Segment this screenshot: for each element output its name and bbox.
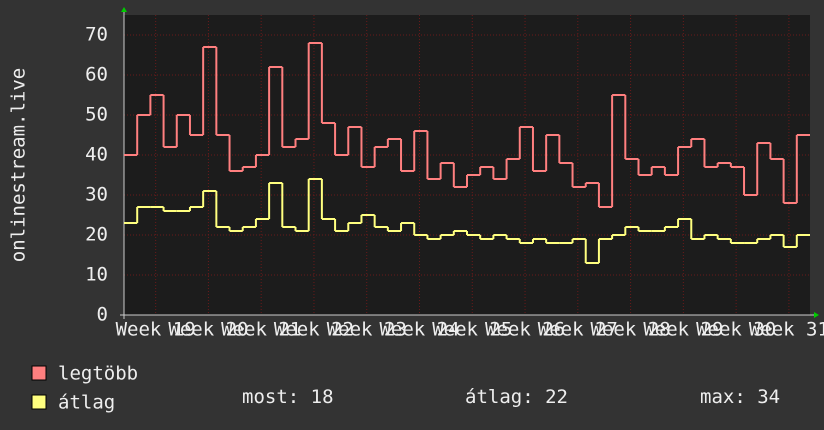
- axis-arrow: [814, 312, 819, 318]
- legend-label: legtöbb: [58, 363, 138, 385]
- x-tick-label: Week 25: [432, 319, 512, 341]
- legend-stat: most: 18: [242, 386, 334, 408]
- x-tick-label: Week 27: [538, 319, 618, 341]
- y-tick-label: 40: [85, 144, 108, 166]
- y-tick-label: 30: [85, 184, 108, 206]
- y-tick-label: 10: [85, 264, 108, 286]
- legend-swatch: [31, 394, 47, 410]
- legend-swatch: [31, 365, 47, 381]
- x-tick-label: Week 23: [327, 319, 407, 341]
- legend-label: átlag: [58, 392, 115, 414]
- y-tick-label: 20: [85, 224, 108, 246]
- x-tick-label: Week 26: [485, 319, 565, 341]
- axis-arrow: [121, 7, 127, 12]
- x-tick-label: Week 31: [749, 319, 824, 341]
- plot-area: [124, 15, 810, 315]
- legend-stat: max: 34: [700, 386, 780, 408]
- x-tick-label: Week 24: [379, 319, 459, 341]
- legend-stat: átlag: 22: [465, 386, 568, 408]
- y-axis-label: onlinestream.live: [8, 68, 30, 262]
- y-tick-label: 50: [85, 104, 108, 126]
- x-tick-label: Week 28: [591, 319, 671, 341]
- x-tick-label: Week 22: [274, 319, 354, 341]
- x-tick-label: Week 29: [643, 319, 723, 341]
- y-tick-label: 60: [85, 64, 108, 86]
- x-tick-label: Week 21: [221, 319, 301, 341]
- y-tick-label: 70: [85, 24, 108, 46]
- x-tick-label: Week 20: [168, 319, 248, 341]
- x-tick-label: Week 19: [116, 319, 196, 341]
- x-tick-label: Week 30: [696, 319, 776, 341]
- y-tick-label: 0: [97, 304, 108, 326]
